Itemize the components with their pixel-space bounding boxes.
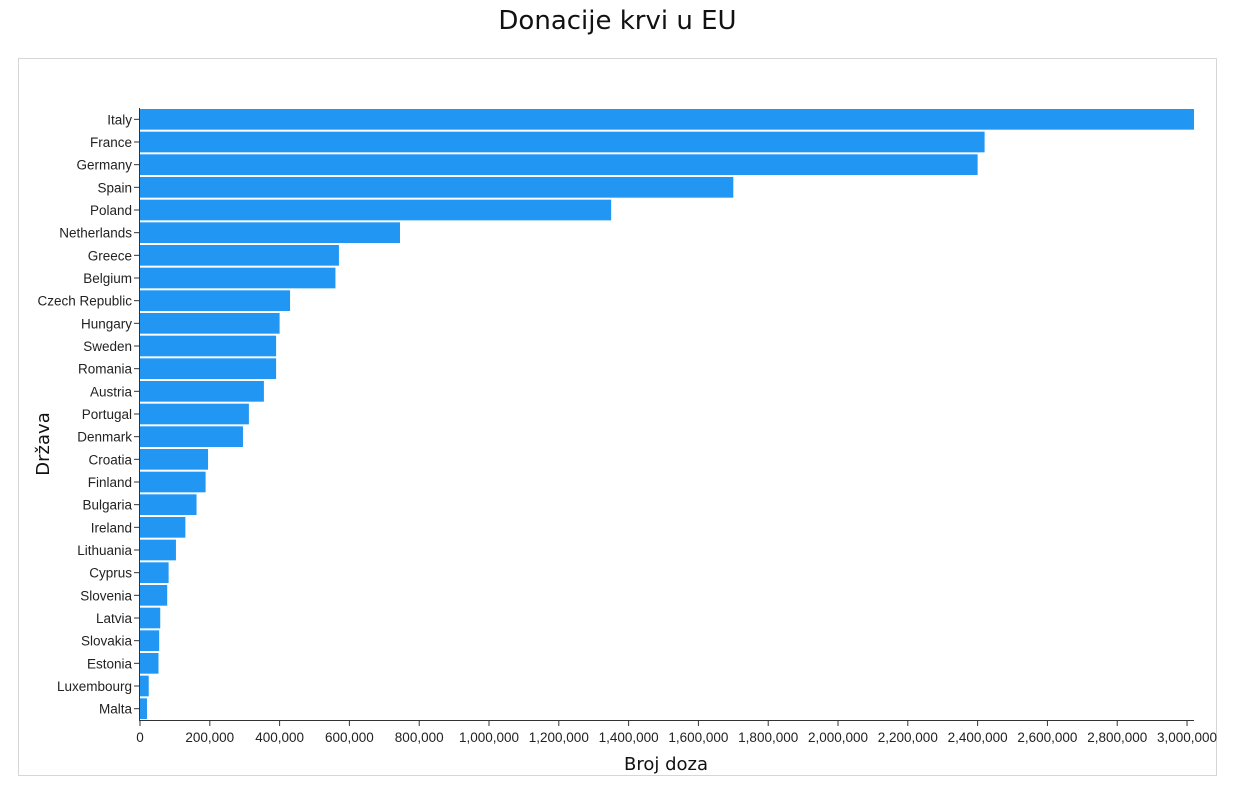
bar-latvia (140, 607, 161, 629)
bar-romania (140, 358, 277, 379)
bar-greece (140, 245, 339, 266)
y-tick-label-spain: Spain (97, 180, 132, 195)
y-tick-label-croatia: Croatia (88, 452, 132, 467)
x-tick-label: 0 (136, 730, 144, 745)
bar-france (140, 131, 985, 153)
y-tick-label-italy: Italy (107, 112, 132, 127)
x-axis: 0 200,000 400,000 600,000 800,000 1,000,000 1,… (136, 720, 1217, 745)
y-tick-label-estonia: Estonia (87, 656, 133, 671)
chart-frame: Italy France Germany Spain Poland Netherlands… (18, 58, 1217, 776)
x-tick-label: 3,000,000 (1157, 730, 1217, 745)
y-tick-label-cyprus: Cyprus (89, 566, 132, 581)
y-tick-label-lithuania: Lithuania (77, 543, 132, 558)
bar-croatia (140, 449, 209, 470)
y-tick-label-slovakia: Slovakia (81, 634, 133, 649)
y-tick-label-france: France (90, 135, 132, 150)
bar-germany (140, 154, 978, 175)
y-tick-label-germany: Germany (76, 158, 132, 173)
bar-austria (140, 381, 264, 402)
x-tick-label: 2,400,000 (948, 730, 1008, 745)
bar-slovenia (140, 585, 168, 606)
x-tick-label: 800,000 (395, 730, 444, 745)
bar-lithuania (140, 539, 176, 561)
x-tick-label: 1,800,000 (738, 730, 798, 745)
bar-poland (140, 199, 612, 221)
bar-estonia (140, 653, 159, 674)
bar-hungary (140, 313, 280, 334)
y-axis-title: Država (33, 412, 54, 475)
x-tick-label: 2,000,000 (808, 730, 868, 745)
y-tick-label-poland: Poland (90, 203, 132, 218)
y-tick-label-greece: Greece (88, 248, 132, 263)
y-tick-label-latvia: Latvia (96, 611, 133, 626)
y-tick-label-bulgaria: Bulgaria (82, 498, 132, 513)
y-tick-label-netherlands: Netherlands (59, 226, 132, 241)
x-tick-label: 600,000 (325, 730, 374, 745)
x-tick-label: 1,200,000 (529, 730, 589, 745)
bar-bulgaria (140, 494, 197, 515)
bar-slovakia (140, 630, 160, 651)
y-tick-label-sweden: Sweden (83, 339, 132, 354)
bar-chart: Italy France Germany Spain Poland Netherlands… (33, 108, 1217, 775)
bar-denmark (140, 426, 243, 447)
bar-portugal (140, 403, 249, 425)
x-tick-label: 2,600,000 (1017, 730, 1077, 745)
y-tick-label-denmark: Denmark (77, 430, 132, 445)
bar-cyprus (140, 562, 169, 583)
x-tick-label: 400,000 (255, 730, 304, 745)
y-tick-label-belgium: Belgium (83, 271, 132, 286)
x-tick-label: 200,000 (185, 730, 234, 745)
bar-luxembourg (140, 675, 149, 697)
x-tick-label: 1,600,000 (668, 730, 728, 745)
bar-ireland (140, 517, 186, 538)
y-tick-label-portugal: Portugal (82, 407, 132, 422)
y-tick-label-finland: Finland (88, 475, 132, 490)
bar-finland (140, 471, 206, 493)
bar-sweden (140, 335, 277, 357)
y-tick-label-slovenia: Slovenia (80, 588, 132, 603)
bar-belgium (140, 267, 336, 289)
bar-malta (140, 698, 147, 719)
y-tick-label-luxembourg: Luxembourg (57, 679, 132, 694)
x-tick-label: 2,800,000 (1087, 730, 1147, 745)
y-tick-label-malta: Malta (99, 702, 133, 717)
bar-spain (140, 177, 734, 198)
x-tick-label: 1,000,000 (459, 730, 519, 745)
bar-netherlands (140, 222, 401, 243)
y-tick-label-austria: Austria (90, 384, 133, 399)
bar-czech-republic (140, 290, 291, 311)
bars-group (140, 109, 1194, 719)
y-tick-label-ireland: Ireland (91, 520, 132, 535)
x-tick-label: 2,200,000 (878, 730, 938, 745)
x-tick-label: 1,400,000 (599, 730, 659, 745)
y-tick-label-czech-republic: Czech Republic (37, 294, 132, 309)
y-tick-label-hungary: Hungary (81, 316, 132, 331)
y-axis: Italy France Germany Spain Poland Netherlands… (37, 108, 140, 721)
chart-title: Donacije krvi u EU (498, 6, 737, 36)
x-axis-title: Broj doza (624, 754, 708, 775)
bar-italy (140, 109, 1194, 130)
y-tick-label-romania: Romania (78, 362, 133, 377)
